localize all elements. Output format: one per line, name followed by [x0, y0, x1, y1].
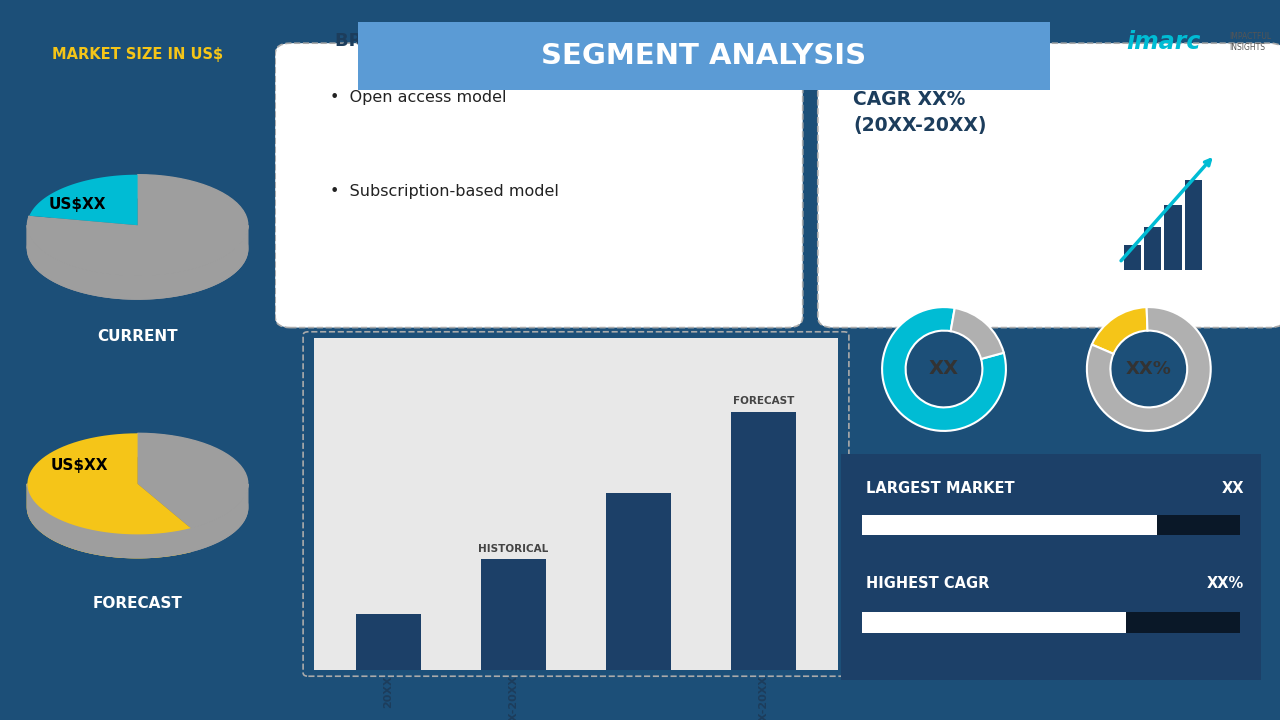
Polygon shape: [27, 175, 248, 276]
Text: imarc: imarc: [1126, 30, 1201, 54]
Text: CAGR XX%
(20XX-20XX): CAGR XX% (20XX-20XX): [852, 90, 987, 135]
Polygon shape: [27, 484, 191, 558]
FancyBboxPatch shape: [1165, 205, 1181, 270]
FancyBboxPatch shape: [828, 447, 1274, 687]
Text: FORECAST: FORECAST: [732, 397, 794, 407]
Text: US$XX: US$XX: [49, 197, 106, 212]
Text: •  Subscription-based model: • Subscription-based model: [330, 184, 559, 199]
Polygon shape: [27, 433, 191, 534]
Bar: [356, 614, 421, 670]
Text: XX: XX: [1221, 481, 1244, 496]
Bar: [481, 559, 547, 670]
FancyBboxPatch shape: [1126, 612, 1240, 633]
Polygon shape: [27, 216, 29, 248]
Text: SEGMENT ANALYSIS: SEGMENT ANALYSIS: [541, 42, 867, 70]
Text: GROWTH RATE: GROWTH RATE: [878, 32, 1027, 50]
Polygon shape: [27, 175, 248, 299]
Text: CURRENT: CURRENT: [97, 330, 178, 344]
FancyBboxPatch shape: [861, 515, 1157, 535]
FancyBboxPatch shape: [1157, 515, 1240, 535]
Polygon shape: [27, 225, 248, 299]
Polygon shape: [29, 175, 138, 225]
Wedge shape: [951, 308, 1004, 359]
Bar: [731, 412, 796, 670]
Text: IMPACTFUL
INSIGHTS: IMPACTFUL INSIGHTS: [1229, 32, 1271, 52]
Text: US$XX: US$XX: [51, 458, 109, 473]
Text: BREAKUP BY TYPES: BREAKUP BY TYPES: [335, 32, 532, 50]
FancyBboxPatch shape: [1144, 227, 1161, 270]
FancyBboxPatch shape: [818, 43, 1280, 328]
Ellipse shape: [27, 456, 248, 558]
Wedge shape: [1087, 307, 1211, 431]
FancyBboxPatch shape: [275, 43, 803, 328]
FancyBboxPatch shape: [1184, 180, 1202, 270]
Polygon shape: [27, 484, 248, 558]
Text: XX%: XX%: [1126, 360, 1171, 378]
Bar: [605, 493, 671, 670]
Text: XX%: XX%: [1207, 576, 1244, 591]
Text: •  Open access model: • Open access model: [330, 90, 507, 105]
Text: XX: XX: [929, 359, 959, 379]
Polygon shape: [27, 433, 248, 558]
FancyBboxPatch shape: [861, 612, 1126, 633]
FancyBboxPatch shape: [1124, 245, 1142, 270]
Ellipse shape: [27, 198, 248, 299]
FancyBboxPatch shape: [330, 19, 1078, 93]
Text: FORECAST: FORECAST: [92, 596, 183, 611]
Text: HIGHEST CAGR: HIGHEST CAGR: [867, 576, 989, 591]
Wedge shape: [1092, 307, 1147, 354]
Polygon shape: [138, 433, 248, 528]
Text: MARKET SIZE IN US$: MARKET SIZE IN US$: [52, 47, 223, 62]
Text: HISTORICAL: HISTORICAL: [479, 544, 549, 554]
Text: LARGEST MARKET: LARGEST MARKET: [867, 481, 1015, 496]
Wedge shape: [882, 307, 1006, 431]
